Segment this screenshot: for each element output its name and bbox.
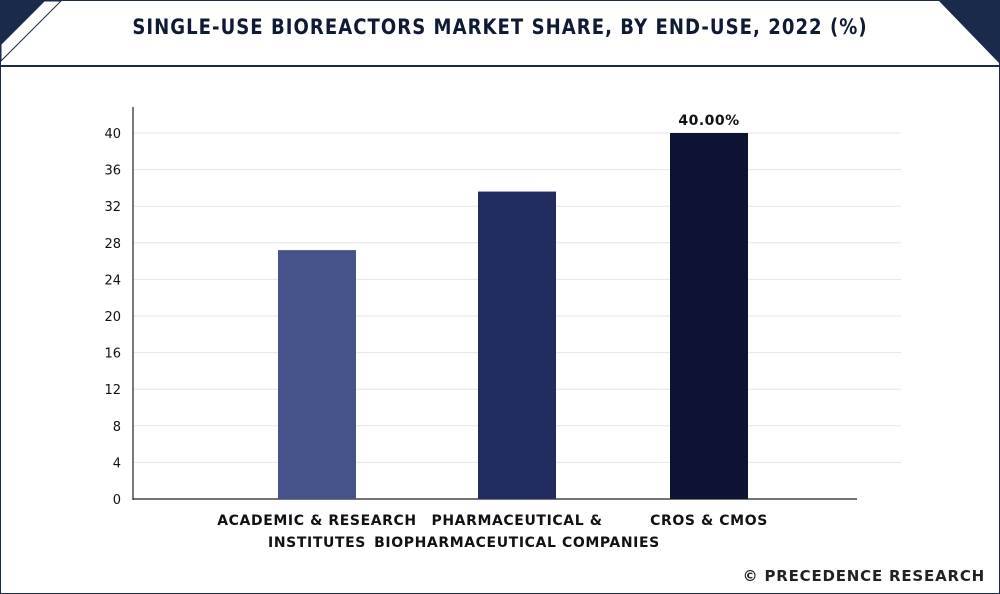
source-credit: © PRECEDENCE RESEARCH xyxy=(742,567,985,585)
x-category-label: INSTITUTES xyxy=(268,535,366,551)
y-tick-label: 20 xyxy=(104,310,121,325)
y-tick-label: 28 xyxy=(104,237,121,252)
y-tick-label: 24 xyxy=(104,273,121,288)
data-label: 40.00% xyxy=(678,113,739,129)
bar-chart: 0 4 8 12 16 20 24 28 32 36 40 ACADEMIC & RESEARCH IN… xyxy=(104,107,901,551)
x-category-label: PHARMACEUTICAL & xyxy=(431,513,602,529)
chart-title: SINGLE-USE BIOREACTORS MARKET SHARE, BY … xyxy=(132,15,868,39)
bar-3 xyxy=(670,133,748,499)
y-tick-label: 16 xyxy=(104,347,121,362)
y-tick-label: 0 xyxy=(113,493,121,508)
y-tick-label: 32 xyxy=(104,200,121,215)
corner-decoration-left xyxy=(1,1,62,62)
y-tick-label: 12 xyxy=(104,383,121,398)
x-category-label: ACADEMIC & RESEARCH xyxy=(217,513,417,529)
bar-2 xyxy=(478,191,556,499)
header-band: SINGLE-USE BIOREACTORS MARKET SHARE, BY … xyxy=(1,1,999,67)
bar-1 xyxy=(278,250,356,499)
y-tick-label: 4 xyxy=(113,456,121,471)
y-tick-label: 8 xyxy=(113,420,121,435)
corner-decoration-right xyxy=(939,1,999,63)
y-tick-label: 36 xyxy=(104,164,121,179)
x-category-label: CROS & CMOS xyxy=(650,513,768,529)
x-category-label: BIOPHARMACEUTICAL COMPANIES xyxy=(374,535,660,551)
y-tick-label: 40 xyxy=(104,127,121,142)
